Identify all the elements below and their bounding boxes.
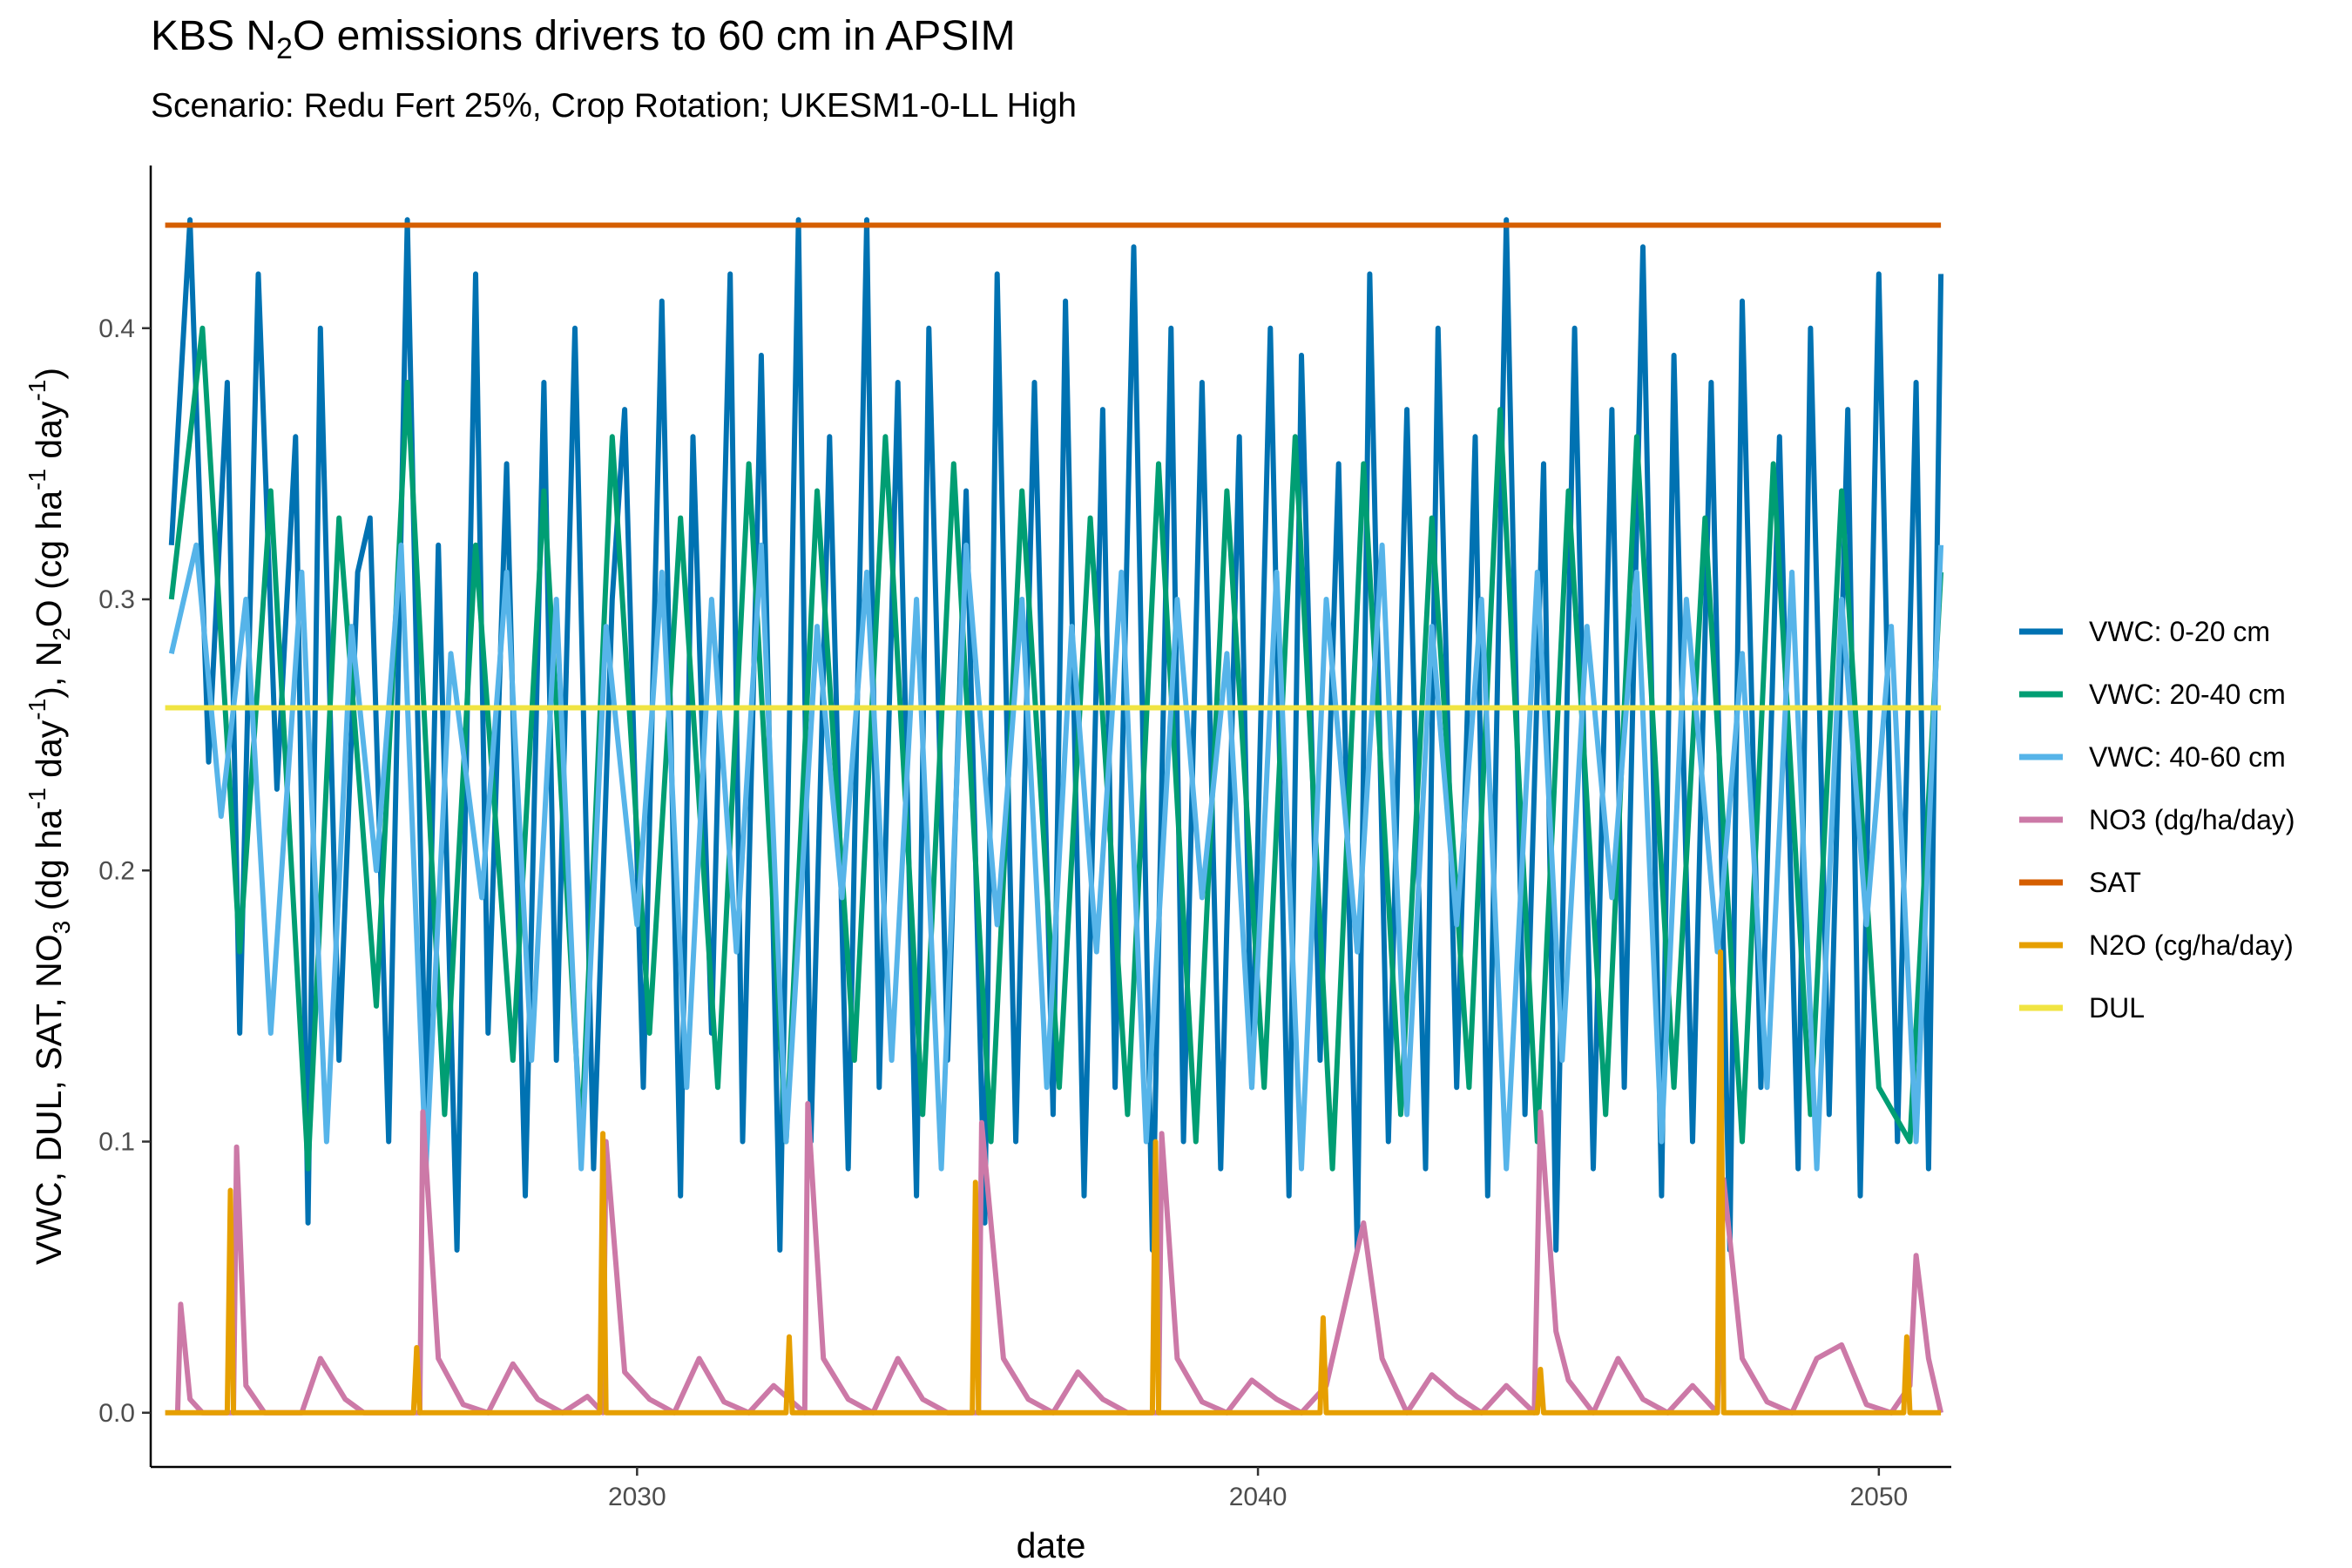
y-tick-label: 0.0 — [98, 1399, 135, 1428]
y-tick-label: 0.1 — [98, 1128, 135, 1157]
legend-label-2: VWC: 40-60 cm — [2089, 741, 2286, 773]
axes-layer: 0.0 0.1 0.2 0.3 0.4 2030 2040 2050 date VWC, DUL,… — [24, 166, 1951, 1565]
series-line-3 — [174, 1100, 1944, 1416]
y-axis-title-part: -1 — [24, 787, 51, 809]
legend-label-5: N2O (cg/ha/day) — [2089, 929, 2294, 961]
y-axis-title-part: -1 — [24, 699, 51, 720]
series-line-1 — [168, 325, 1944, 1172]
legend: VWC: 0-20 cm VWC: 20-40 cm VWC: 40-60 cm NO… — [2019, 616, 2295, 1024]
legend-label-4: SAT — [2089, 867, 2141, 898]
series-line-2 — [168, 542, 1944, 1172]
x-tick-label: 2050 — [1849, 1483, 1908, 1511]
chart-subtitle: Scenario: Redu Fert 25%, Crop Rotation; … — [151, 87, 1077, 125]
y-axis-title-part: 3 — [48, 921, 75, 935]
y-tick-label: 0.3 — [98, 585, 135, 614]
y-axis-title-part: VWC, DUL, SAT, NO — [29, 934, 69, 1265]
series-line-5 — [165, 949, 1942, 1416]
chart-title: KBS N2O emissions drivers to 60 cm in AP… — [151, 13, 1016, 65]
y-axis-title-part: day — [29, 720, 69, 787]
y-axis-title-part: 2 — [48, 627, 75, 641]
y-axis-title-part: ) — [29, 368, 69, 380]
y-axis-title-part: -1 — [24, 380, 51, 402]
y-axis-title: VWC, DUL, SAT, NO3 (dg ha-1 day-1), N2O … — [24, 368, 75, 1265]
x-tick-label: 2040 — [1229, 1483, 1288, 1511]
legend-label-3: NO3 (dg/ha/day) — [2089, 804, 2295, 835]
y-axis-title-part: (dg ha — [29, 809, 69, 921]
series-layer — [165, 217, 1944, 1416]
y-tick-label: 0.2 — [98, 856, 135, 885]
x-axis-title: date — [1017, 1525, 1086, 1565]
y-axis-title-part: -1 — [24, 469, 51, 490]
x-tick-label: 2030 — [608, 1483, 666, 1511]
legend-label-0: VWC: 0-20 cm — [2089, 616, 2270, 647]
y-axis-title-part: day — [29, 401, 69, 469]
legend-label-6: DUL — [2089, 992, 2145, 1024]
y-tick-label: 0.4 — [98, 314, 135, 343]
y-axis-title-part: ), N — [29, 641, 69, 699]
legend-label-1: VWC: 20-40 cm — [2089, 679, 2286, 710]
series-line-0 — [168, 217, 1944, 1253]
y-axis-title-part: O (cg ha — [29, 490, 69, 627]
